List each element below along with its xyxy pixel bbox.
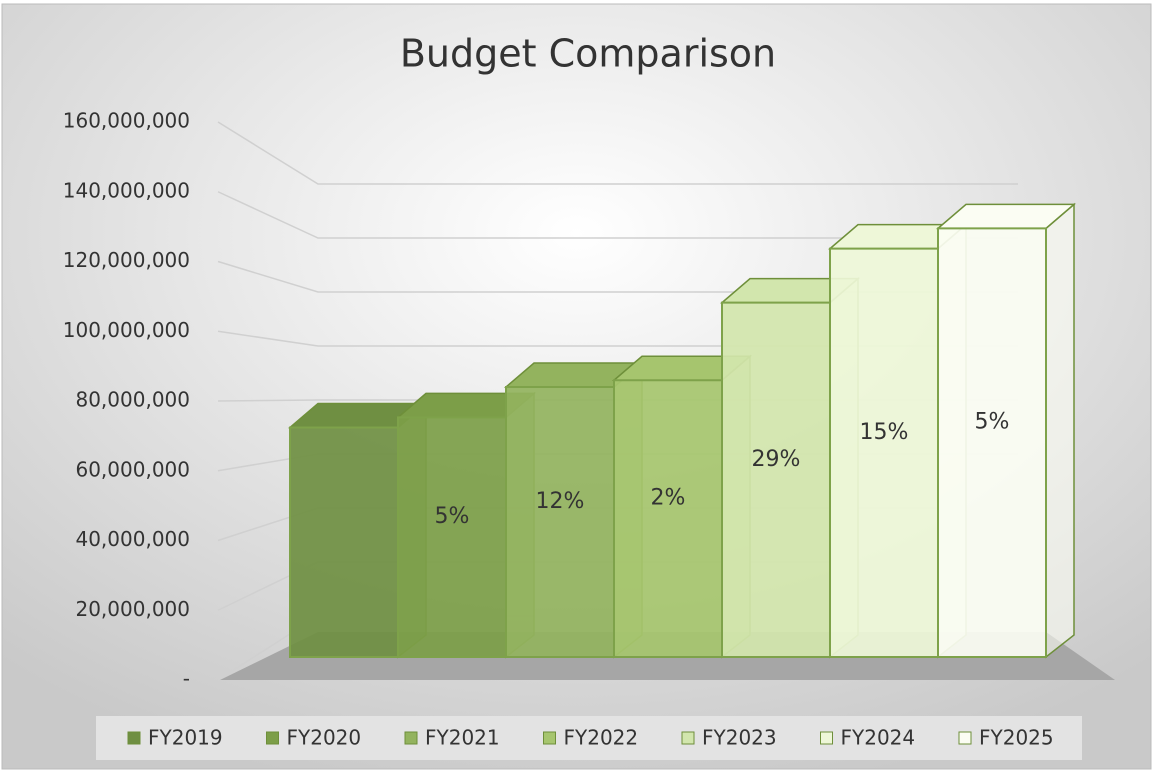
legend-label: FY2022 xyxy=(564,726,639,750)
data-label: 5% xyxy=(975,410,1010,435)
grid-line xyxy=(217,121,1018,185)
legend-label: FY2025 xyxy=(979,726,1054,750)
legend-swatch xyxy=(681,731,695,745)
grid-line xyxy=(217,191,1018,239)
legend-swatch xyxy=(127,731,141,745)
y-tick-label: 60,000,000 xyxy=(75,457,190,481)
y-tick-label: 140,000,000 xyxy=(63,178,190,202)
bar-front xyxy=(613,379,723,658)
legend-swatch xyxy=(404,731,418,745)
y-tick-label: 40,000,000 xyxy=(75,527,190,551)
bar-front xyxy=(829,247,939,658)
data-label: 29% xyxy=(752,447,801,472)
chart-title: Budget Comparison xyxy=(400,32,776,76)
legend-label: FY2023 xyxy=(702,726,777,750)
data-label: 2% xyxy=(651,486,686,511)
y-tick-label: 160,000,000 xyxy=(63,109,190,133)
data-label: 12% xyxy=(536,489,585,514)
data-label: 15% xyxy=(860,420,909,445)
bar-side xyxy=(1045,202,1075,659)
bar-front xyxy=(505,386,615,658)
bar xyxy=(935,202,1077,659)
legend-box xyxy=(96,716,1082,760)
y-tick-label: 20,000,000 xyxy=(75,597,190,621)
legend-swatch xyxy=(266,731,279,745)
legend-label: FY2020 xyxy=(287,726,362,750)
legend-label: FY2021 xyxy=(425,726,500,750)
bar-front xyxy=(289,426,399,658)
legend-swatch xyxy=(820,731,833,745)
y-tick-label: - xyxy=(183,667,190,691)
legend-swatch xyxy=(958,731,972,745)
bar-front xyxy=(937,227,1047,658)
bar-front xyxy=(397,416,507,658)
data-label: 5% xyxy=(435,504,470,529)
y-tick-label: 120,000,000 xyxy=(63,248,190,272)
legend-label: FY2019 xyxy=(148,726,223,750)
y-tick-label: 100,000,000 xyxy=(63,318,190,342)
bar-front xyxy=(721,301,831,658)
legend-label: FY2024 xyxy=(841,726,916,750)
legend-swatch xyxy=(543,731,556,745)
y-tick-label: 80,000,000 xyxy=(75,388,190,412)
